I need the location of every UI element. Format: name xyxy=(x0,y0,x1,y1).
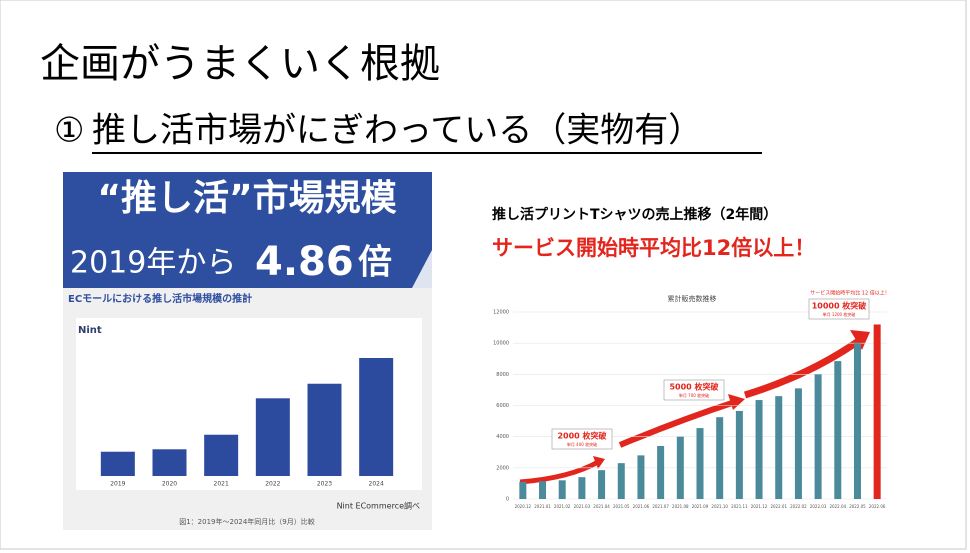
x-tick-label: 2022.01 xyxy=(770,504,787,509)
banner-corner xyxy=(412,250,432,288)
y-tick-label: 6000 xyxy=(496,403,509,409)
bar xyxy=(853,343,861,499)
bar xyxy=(152,449,187,476)
x-tick-label: 2021.03 xyxy=(574,504,591,509)
x-tick-label: 2021.08 xyxy=(672,504,689,509)
annotation-sub: 単月 1200 枚突破 xyxy=(823,311,856,317)
x-tick-label: 2021.06 xyxy=(633,504,650,509)
annotation-box xyxy=(551,428,613,450)
bar xyxy=(100,451,135,476)
annotation: 5000 枚突破 xyxy=(669,382,718,392)
y-tick-label: 8000 xyxy=(496,372,509,378)
x-tick-label: 2021.12 xyxy=(751,504,768,509)
x-tick-label: 2021 xyxy=(214,481,229,488)
arrow xyxy=(519,459,600,485)
x-tick-label: 2021.10 xyxy=(711,504,728,509)
x-tick-label: 2021.04 xyxy=(593,504,610,509)
x-tick-label: 2021.07 xyxy=(652,504,669,509)
x-tick-label: 2021.11 xyxy=(731,504,748,509)
bar xyxy=(307,383,342,476)
x-tick-label: 2024 xyxy=(369,481,384,488)
x-tick-label: 2022.04 xyxy=(830,504,847,509)
bar xyxy=(716,417,724,499)
y-tick-label: 4000 xyxy=(496,434,509,440)
bar xyxy=(735,410,743,499)
banner-line1: “推し活”市場規模 xyxy=(97,178,396,219)
left-caption: 図1：2019年〜2024年同月比（9月）比較 xyxy=(179,517,315,526)
annotation-box xyxy=(808,298,870,320)
arrow xyxy=(618,399,736,448)
bar xyxy=(519,481,527,499)
x-tick-label: 2021.05 xyxy=(613,504,630,509)
arrow-head xyxy=(850,330,870,350)
x-tick-label: 2022.03 xyxy=(810,504,827,509)
annotation: 2000 枚突破 xyxy=(557,431,606,441)
x-tick-label: 2020.12 xyxy=(515,504,532,509)
x-tick-label: 2022.06 xyxy=(869,504,886,509)
bar xyxy=(598,470,606,499)
arrow-head xyxy=(593,456,605,469)
bar xyxy=(255,398,290,476)
bar xyxy=(696,428,704,499)
banner-number: 4.86 xyxy=(255,239,354,285)
annotation-sub: 単月 400 枚突破 xyxy=(567,441,597,447)
bar xyxy=(539,481,547,499)
x-tick-label: 2021.01 xyxy=(534,504,551,509)
bar xyxy=(775,396,783,499)
bar xyxy=(359,358,394,476)
right-chart-title: 累計販売数推移 xyxy=(668,294,717,303)
bar xyxy=(578,477,586,499)
annotation-sub: 単月 700 枚突破 xyxy=(679,392,709,398)
y-tick-label: 2000 xyxy=(496,465,509,471)
annotation-box xyxy=(663,379,725,401)
subtitle-marker: ① xyxy=(54,111,84,151)
bar xyxy=(676,436,684,499)
bar xyxy=(204,434,239,476)
arrow xyxy=(743,337,863,399)
x-tick-label: 2022.02 xyxy=(790,504,807,509)
bar xyxy=(814,374,822,499)
bar xyxy=(873,324,881,499)
banner xyxy=(63,172,432,288)
subtitle: 推し活市場がにぎわっている（実物有） xyxy=(92,111,702,151)
x-tick-label: 2022 xyxy=(265,481,280,488)
bar xyxy=(617,463,625,499)
bar xyxy=(657,446,665,499)
left-chart-title: ECモールにおける推し活市場規模の推計 xyxy=(68,292,252,305)
banner-suffix: 倍 xyxy=(358,243,392,283)
slide-title: 企画がうまくいく根拠 xyxy=(40,41,440,87)
bar xyxy=(834,361,842,499)
bar xyxy=(755,400,763,499)
arrow-head xyxy=(728,394,745,410)
y-tick-label: 12000 xyxy=(493,310,509,316)
banner-prefix: 2019年から xyxy=(70,246,236,281)
x-tick-label: 2020 xyxy=(162,481,177,488)
x-tick-label: 2023 xyxy=(317,481,332,488)
y-tick-label: 10000 xyxy=(493,341,509,347)
right-heading: 推し活プリントTシャツの売上推移（2年間） xyxy=(492,206,777,223)
x-tick-label: 2021.09 xyxy=(692,504,709,509)
bar xyxy=(637,455,645,499)
source: Nint ECommerce調べ xyxy=(337,501,420,511)
bar xyxy=(558,480,566,499)
bar xyxy=(794,388,802,499)
y-tick-label: 0 xyxy=(506,497,509,503)
x-tick-label: 2019 xyxy=(110,481,125,488)
top-note: サービス開始時平均比 12 倍以上！ xyxy=(810,290,890,297)
right-highlight: サービス開始時平均比12倍以上！ xyxy=(492,236,815,260)
logo: Nint xyxy=(78,325,102,336)
x-tick-label: 2022.05 xyxy=(849,504,866,509)
annotation: 10000 枚突破 xyxy=(812,301,867,311)
x-tick-label: 2021.02 xyxy=(554,504,571,509)
